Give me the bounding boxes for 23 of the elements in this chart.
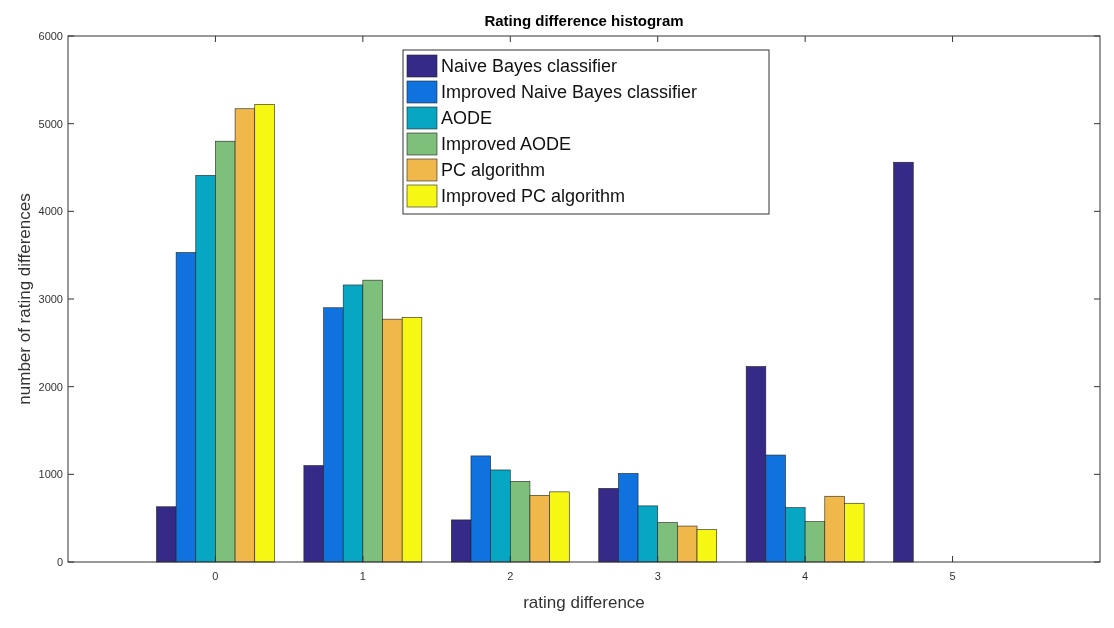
legend-label: Improved PC algorithm	[441, 186, 626, 207]
chart-title: Rating difference histogram	[484, 12, 684, 29]
y-tick-label: 2000	[38, 380, 63, 393]
bar	[893, 161, 914, 563]
legend-label: AODE	[441, 108, 493, 129]
legend-label: PC algorithm	[441, 160, 546, 181]
legend-label: Naive Bayes classifier	[441, 56, 618, 77]
y-tick-label: 5000	[38, 117, 63, 130]
x-tick-label: 2	[507, 570, 514, 582]
legend-label: Improved AODE	[441, 134, 572, 155]
y-axis-title: number of rating differences	[15, 193, 34, 405]
x-tick-label: 4	[802, 570, 809, 582]
y-tick-label: 1000	[38, 468, 63, 481]
y-tick-label: 0	[56, 555, 63, 568]
legend-label: Improved Naive Bayes classifier	[441, 82, 698, 103]
x-tick-label: 3	[654, 570, 661, 582]
x-tick-label: 0	[212, 570, 219, 582]
x-tick-label: 5	[949, 570, 956, 582]
y-tick-label: 3000	[38, 292, 63, 305]
y-tick-label: 4000	[38, 205, 63, 218]
x-axis-title: rating difference	[523, 593, 645, 612]
y-tick-label: 6000	[38, 29, 63, 42]
x-tick-label: 1	[359, 570, 366, 582]
